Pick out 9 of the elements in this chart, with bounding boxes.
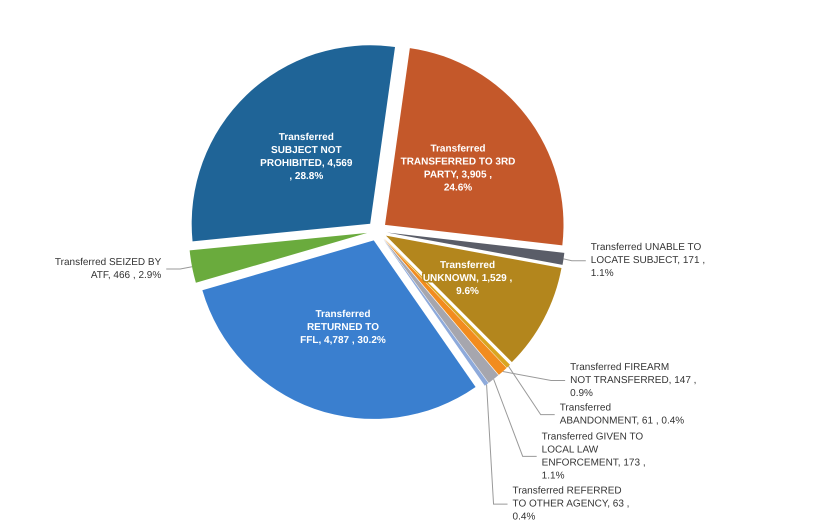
slice-label: Transferred SEIZED BY ATF, 466 , 2.9% bbox=[54, 256, 162, 281]
slice-label: Transferred RETURNED TO FFL, 4,787 , 30.2% bbox=[300, 308, 386, 346]
slice-label: Transferred GIVEN TO LOCAL LAW ENFORCEMENT, 173 , 1.1% bbox=[542, 431, 646, 482]
slice-label: Transferred REFERRED TO OTHER AGENCY, 63 , 0.4% bbox=[512, 486, 630, 523]
slice-label: Transferred UNABLE TO LOCATE SUBJECT, 171 , 1.1% bbox=[590, 242, 706, 280]
slice-label: Transferred FIREARM NOT TRANSFERRED, 147 , 0.9% bbox=[570, 362, 696, 399]
slice-label: Transferred TRANSFERRED TO 3RD PARTY, 3,905 , 24.6% bbox=[400, 143, 516, 194]
slice-label: Transferred ABANDONMENT, 61 , 0.4% bbox=[560, 402, 684, 427]
slice-label: Transferred SUBJECT NOT PROHIBITED, 4,569 , 28.8% bbox=[260, 132, 353, 182]
